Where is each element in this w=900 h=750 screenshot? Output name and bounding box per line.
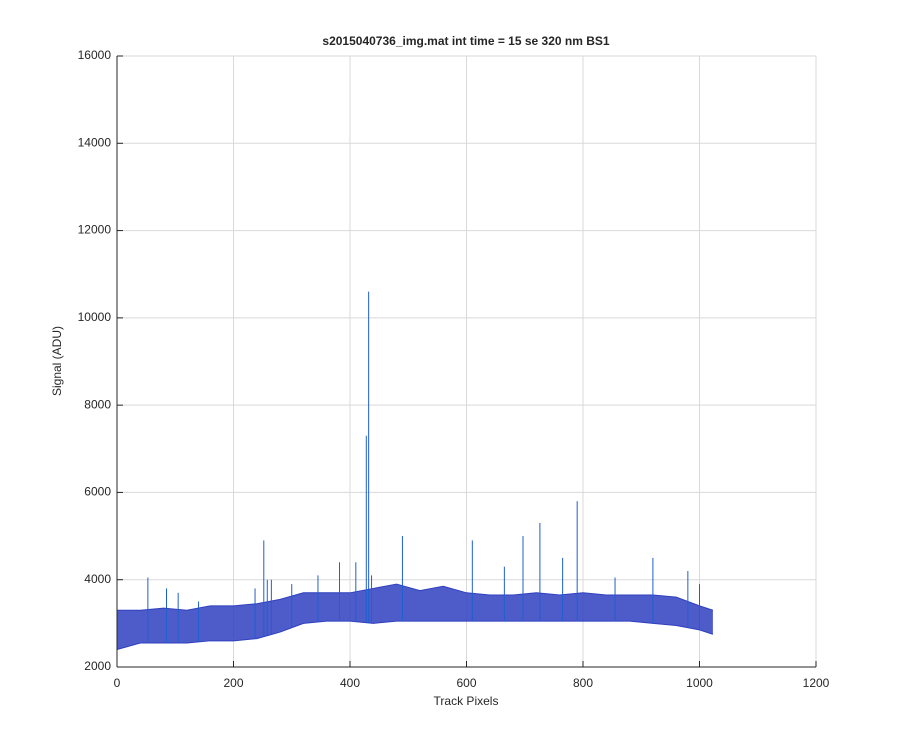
x-tick-label: 800 bbox=[573, 676, 593, 690]
y-tick-label: 8000 bbox=[84, 397, 111, 411]
envelope-line bbox=[116, 620, 714, 651]
y-tick-label: 2000 bbox=[84, 659, 111, 673]
x-tick-label: 600 bbox=[456, 676, 476, 690]
y-tick-label: 4000 bbox=[84, 572, 111, 586]
y-axis-label: Signal (ADU) bbox=[50, 326, 64, 396]
y-tick-label: 10000 bbox=[78, 310, 112, 324]
x-tick-label: 200 bbox=[223, 676, 243, 690]
x-tick-label: 1000 bbox=[686, 676, 713, 690]
y-tick-label: 14000 bbox=[78, 135, 112, 149]
band-fill bbox=[117, 584, 713, 650]
x-tick-label: 0 bbox=[114, 676, 121, 690]
x-axis-label: Track Pixels bbox=[434, 694, 499, 708]
x-tick-label: 400 bbox=[340, 676, 360, 690]
y-tick-label: 6000 bbox=[84, 485, 111, 499]
envelope-line bbox=[117, 583, 714, 611]
chart-title: s2015040736_img.mat int time = 15 se 320… bbox=[322, 34, 609, 48]
y-tick-label: 12000 bbox=[78, 223, 112, 237]
y-tick-label: 16000 bbox=[78, 48, 112, 62]
x-tick-label: 1200 bbox=[803, 676, 830, 690]
